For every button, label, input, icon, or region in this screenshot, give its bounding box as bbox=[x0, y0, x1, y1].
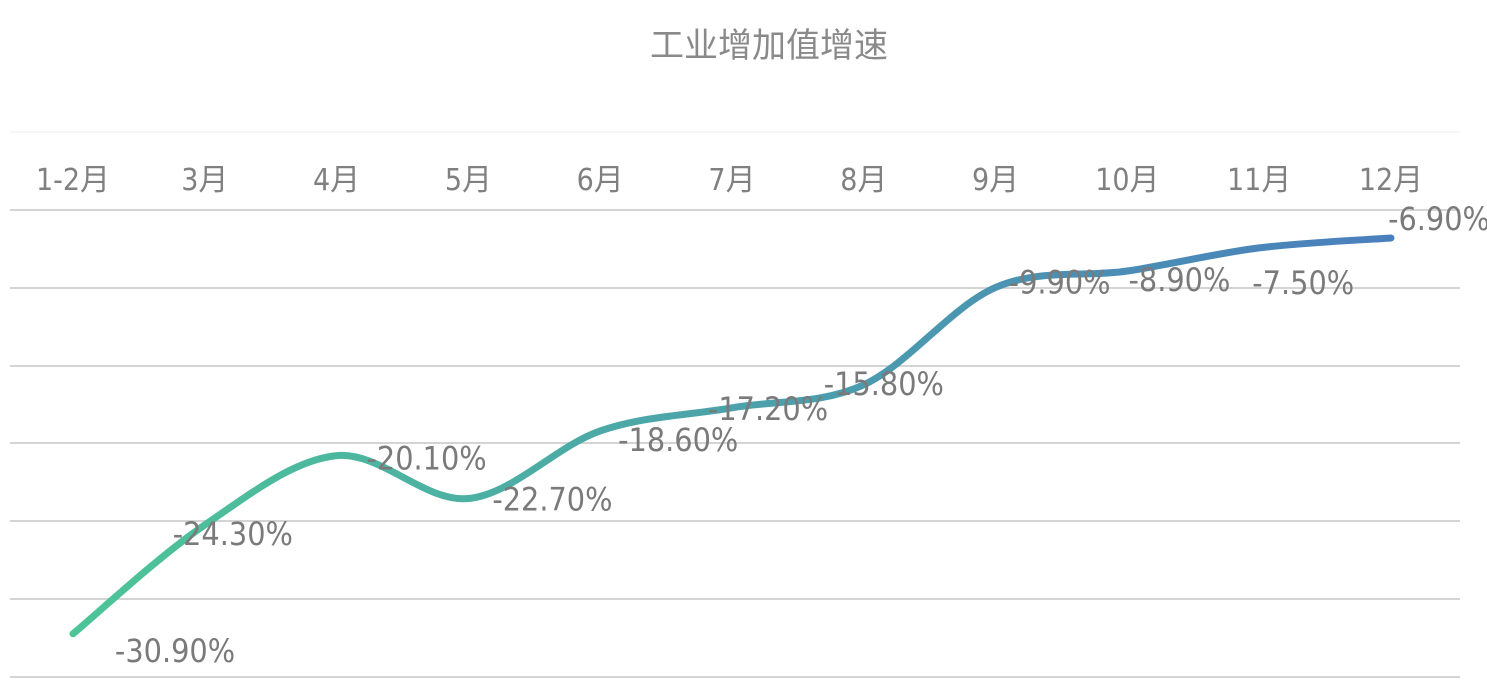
x-tick-label: 10月 bbox=[1095, 163, 1159, 198]
x-tick-label: 5月 bbox=[445, 163, 492, 198]
x-tick-label: 4月 bbox=[313, 163, 360, 198]
data-labels: -30.90% -24.30% -20.10%-22.70%-18.60%-17.2… bbox=[115, 200, 1487, 670]
legend-label: 工业增加值增速 bbox=[650, 26, 888, 66]
x-tick-label: 11月 bbox=[1227, 163, 1291, 198]
data-label: -17.20% bbox=[708, 390, 828, 428]
data-label: -24.30% bbox=[173, 515, 293, 553]
x-tick-label: 1-2月 bbox=[36, 163, 110, 198]
gridlines bbox=[10, 209, 1460, 678]
x-tick-label: 8月 bbox=[840, 163, 887, 198]
data-label: -18.60% bbox=[618, 421, 738, 459]
x-tick-label: 9月 bbox=[972, 163, 1019, 198]
data-label: -6.90% bbox=[1388, 200, 1487, 238]
x-tick-label: 6月 bbox=[577, 163, 624, 198]
x-tick-label: 7月 bbox=[708, 163, 755, 198]
data-label: -7.50% bbox=[1252, 264, 1354, 302]
x-axis-ticks: 1-2月 3月 4月 5月 6月 7月 8月 9月 10月 11月 12月 bbox=[36, 163, 1423, 198]
series-line bbox=[69, 234, 1395, 638]
x-tick-label: 12月 bbox=[1359, 163, 1423, 198]
data-label: -30.90% bbox=[115, 632, 235, 670]
data-label: -15.80% bbox=[824, 365, 944, 403]
x-tick-label: 3月 bbox=[181, 163, 228, 198]
legend: 工业增加值增速 bbox=[552, 26, 888, 66]
data-label: -8.90% bbox=[1128, 261, 1230, 299]
data-label: -22.70% bbox=[492, 481, 612, 519]
data-label: -20.10% bbox=[367, 440, 487, 478]
data-label: -9.90% bbox=[1009, 263, 1111, 301]
